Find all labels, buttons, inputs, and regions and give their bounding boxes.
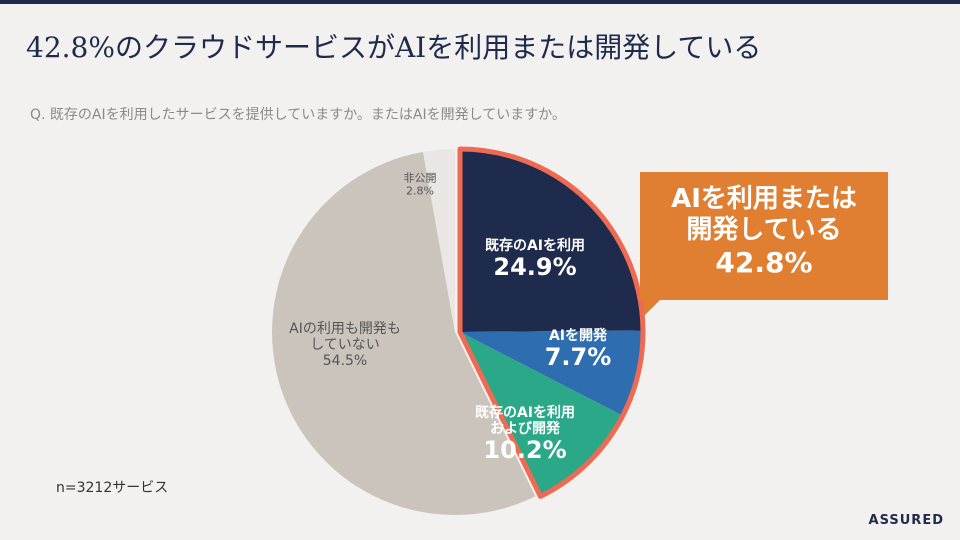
note: n=3212サービス (56, 480, 169, 496)
value-label: 7.7% (544, 343, 612, 372)
pie-slice (271, 151, 536, 516)
top-bar (0, 0, 960, 4)
category-label: 既存のAIを利用 および開発 (474, 405, 576, 438)
subtitle: Q. 既存のAIを利用したサービスを提供していますか。またはAIを開発しています… (30, 107, 566, 123)
pie-slice (460, 149, 643, 332)
pie-slice (460, 330, 643, 416)
category-label: 既存のAIを利用 (484, 238, 586, 255)
slice-label: AIの利用も開発も していない 54.5% (289, 321, 401, 369)
category-label: 非公開 (403, 171, 437, 185)
value-label: 24.9% (493, 253, 577, 282)
value-label: 54.5% (322, 353, 368, 370)
slice-label: 既存のAIを利用 24.9% (485, 238, 585, 282)
callout-text: AIを利用または 開発している (671, 184, 857, 246)
logo: ASSURED (868, 513, 944, 528)
value-label: 2.8% (406, 184, 434, 197)
highlight-outline (457, 146, 646, 499)
slice-label: AIを開発 7.7% (545, 328, 612, 372)
category-label: AIの利用も開発も していない (289, 320, 401, 353)
title: 42.8%のクラウドサービスがAIを利用または開発している (26, 31, 762, 64)
callout-value: 42.8% (715, 246, 813, 280)
value-label: 10.2% (483, 436, 567, 465)
slice-label: 既存のAIを利用 および開発 10.2% (475, 405, 575, 465)
pie-slice (460, 332, 623, 497)
callout: AIを利用または 開発している 42.8% (640, 172, 888, 300)
category-label: AIを開発 (548, 328, 608, 345)
slice-label: 非公開 2.8% (404, 172, 437, 197)
pie-slice (423, 149, 455, 332)
